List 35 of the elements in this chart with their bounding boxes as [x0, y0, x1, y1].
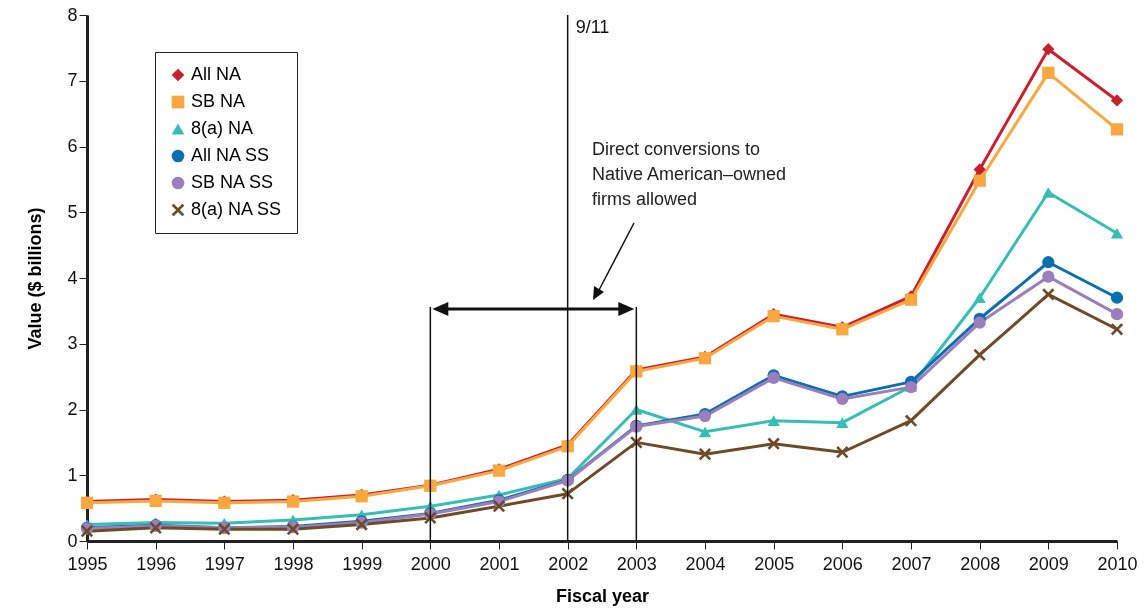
legend-label: 8(a) NA — [191, 118, 254, 138]
annotation: 9/11 — [575, 17, 610, 38]
legend-label: All NA — [191, 64, 242, 84]
x-tick-label: 1999 — [342, 553, 383, 574]
y-tick-label: 0 — [67, 530, 78, 551]
x-tick-label: 2000 — [410, 553, 451, 574]
legend-label: SB NA — [191, 91, 246, 111]
x-tick-label: 2002 — [548, 553, 589, 574]
y-axis-title: Value ($ billions) — [25, 207, 46, 350]
legend-label: 8(a) NA SS — [191, 199, 282, 219]
y-tick-label: 4 — [67, 267, 78, 288]
y-tick-label: 6 — [67, 136, 78, 156]
x-tick-label: 2004 — [685, 553, 726, 574]
x-tick-label: 1997 — [204, 553, 245, 574]
y-tick-label: 7 — [67, 70, 78, 91]
x-tick-label: 2005 — [754, 553, 795, 574]
x-tick-label: 2007 — [891, 553, 932, 574]
x-tick-label: 2006 — [822, 553, 863, 574]
x-tick-label: 1995 — [67, 553, 108, 574]
x-tick-label: 1998 — [273, 553, 314, 574]
x-tick-label: 2009 — [1028, 553, 1069, 574]
legend-label: SB NA SS — [191, 172, 274, 192]
x-tick-label: 2003 — [616, 553, 657, 574]
x-axis-title: Fiscal year — [555, 585, 650, 606]
annotation: Direct conversions to Native American–owned firms allowed — [592, 139, 787, 209]
y-tick-label: 3 — [67, 333, 78, 354]
y-tick-label: 2 — [67, 399, 78, 419]
x-tick-label: 2001 — [479, 553, 520, 574]
x-tick-label: 2010 — [1097, 553, 1138, 574]
y-tick-label: 8 — [67, 4, 78, 25]
x-tick-label: 1996 — [136, 553, 177, 574]
y-tick-label: 1 — [67, 464, 78, 485]
x-tick-label: 2008 — [960, 553, 1001, 574]
legend-label: All NA SS — [191, 145, 270, 165]
y-tick-label: 5 — [67, 201, 78, 222]
